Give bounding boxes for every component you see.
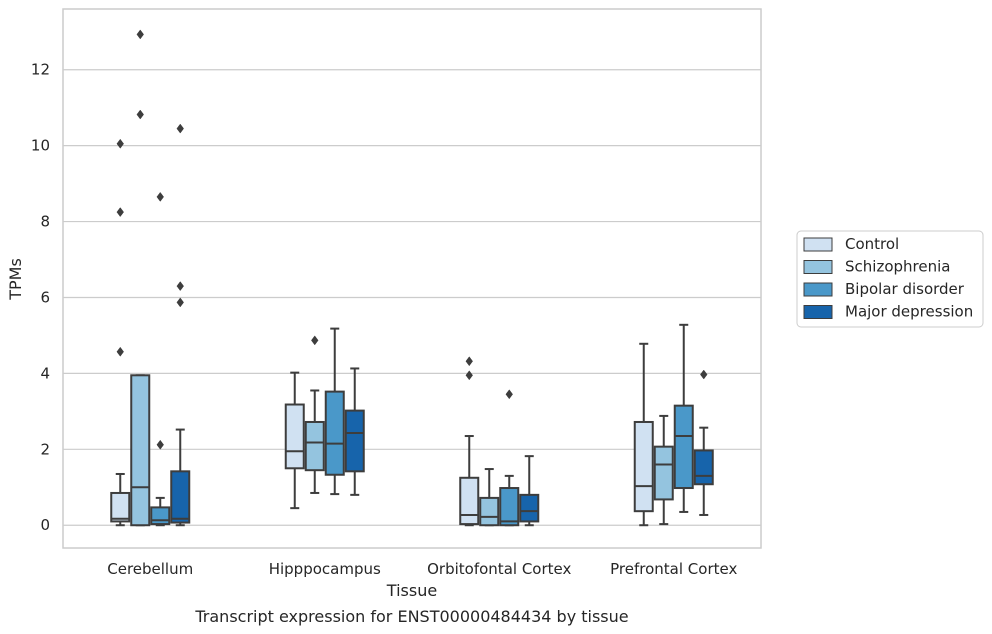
box-body [459,476,480,526]
box-body [519,493,540,523]
box-body [499,487,520,527]
outlier-point-1 [465,356,473,367]
legend-swatch-0 [803,237,833,252]
box-1-2 [324,327,345,496]
box-3-3 [693,369,714,516]
y-tick-label-3: 6 [40,288,50,306]
box-body [304,420,325,472]
legend-swatch-2 [803,282,833,297]
box-2-0 [459,356,480,527]
box-body [479,496,500,527]
box-body [653,445,674,501]
legend-frame [796,230,984,328]
x-tick-label-2: Orbitofontal Cortex [427,560,571,578]
outlier-point-0 [176,297,184,308]
box-body [110,491,131,523]
x-tick-labels: Cerebellum Hipppocampus Orbitofontal Corte… [107,560,737,578]
legend-label-3: Major depression [845,303,973,321]
legend-label-1: Schizophrenia [845,258,950,276]
y-tick-label-0: 0 [40,516,50,534]
outlier-point-1 [176,281,184,292]
box-body [633,420,654,513]
outlier-point-1 [116,207,124,217]
legend-swatch-1 [803,260,833,274]
box-2-3 [519,455,540,527]
box-3-2 [673,323,694,513]
x-axis-label: Tissue [386,581,437,600]
outlier-point-0 [311,335,319,346]
box-body [344,409,365,473]
y-tick-label-2: 4 [40,364,50,382]
y-tick-label-5: 10 [31,137,50,155]
box-body [673,404,694,490]
box-2-1 [479,468,500,527]
outlier-point-0 [465,370,473,381]
box-body [170,470,191,524]
x-tick-label-0: Cerebellum [107,560,193,578]
y-tick-label-4: 8 [40,213,50,231]
plot-frame [62,8,762,549]
outlier-point-1 [156,191,164,202]
y-tick-label-6: 12 [31,61,50,79]
legend: Control Schizophrenia Bipolar disorder Majo… [796,230,984,328]
box-1-3 [344,367,365,496]
outlier-point-0 [700,369,708,380]
box-0-0 [110,138,131,527]
box-3-1 [653,414,674,526]
outlier-point-0 [136,109,144,120]
box-0-1 [130,29,151,527]
legend-label-0: Control [845,235,899,253]
box-body [324,390,345,476]
y-axis-label: TPMs [6,258,25,301]
box-layer [110,29,714,527]
box-1-0 [284,371,305,510]
outlier-point-0 [116,346,124,357]
x-tick-label-1: Hipppocampus [269,560,381,578]
y-tick-label-1: 2 [40,440,50,458]
box-body [130,374,151,527]
x-tick-label-3: Prefrontal Cortex [610,560,737,578]
chart-caption: Transcript expression for ENST0000048443… [194,607,628,626]
outlier-point-2 [176,123,184,134]
box-0-2 [150,191,171,527]
outlier-point-0 [505,389,513,400]
outlier-point-1 [136,29,144,40]
outlier-point-0 [156,439,164,450]
box-2-2 [499,389,520,527]
box-3-0 [633,342,654,527]
y-tick-labels: 0 2 4 6 8 10 12 [31,61,50,534]
box-body [693,449,714,486]
legend-label-2: Bipolar disorder [845,280,965,298]
outlier-point-2 [116,138,124,149]
box-body [150,506,171,526]
box-body [284,403,305,470]
box-1-1 [304,335,325,494]
box-0-3 [170,123,191,527]
legend-swatch-3 [803,305,833,319]
